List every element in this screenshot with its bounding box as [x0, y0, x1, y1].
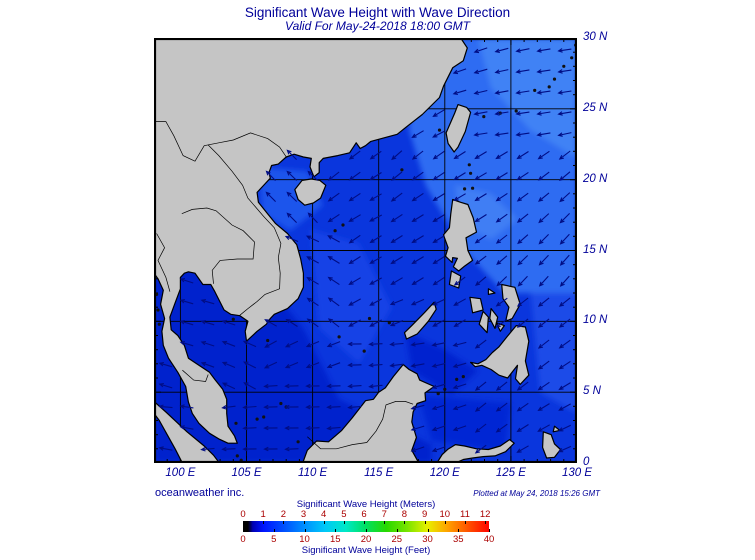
- feet-scale-value: 0: [240, 534, 246, 545]
- feet-scale-value: 5: [271, 534, 277, 545]
- legend-colorbar: [243, 521, 490, 532]
- legend-feet-scale: 0 5 10 15 20 25 30 35 40: [240, 534, 495, 545]
- colorbar-tick: [364, 521, 366, 524]
- y-axis-label: 20 N: [583, 172, 608, 185]
- meters-scale-value: 7: [381, 509, 387, 520]
- meters-scale-value: 11: [460, 509, 470, 520]
- colorbar-tick: [458, 528, 460, 532]
- colorbar-tick: [427, 528, 429, 532]
- meters-scale-value: 6: [361, 509, 367, 520]
- colorbar-tick: [323, 521, 325, 524]
- legend-title-meters: Significant Wave Height (Meters): [296, 499, 436, 510]
- x-axis-label: 130 E: [561, 467, 593, 479]
- land-borneo: [302, 363, 435, 463]
- feet-scale-value: 10: [299, 534, 310, 545]
- wave-patch-celebes-low: [418, 395, 511, 452]
- wave-patch-pacific-ne-ridge: [477, 38, 577, 159]
- border-borneo-border: [307, 401, 414, 450]
- x-axis-label: 110 E: [298, 467, 328, 479]
- colorbar-tick: [444, 521, 446, 524]
- land-cebu: [489, 308, 499, 329]
- colorbar-tick: [366, 528, 367, 532]
- meters-scale-value: 0: [240, 509, 246, 520]
- land-palawan: [403, 301, 437, 340]
- border-china-sea-border: [154, 121, 288, 162]
- colorbar-tick: [335, 528, 337, 532]
- feet-scale-value: 15: [329, 534, 341, 545]
- colorbar-tick: [243, 528, 244, 532]
- feet-scale-value: 25: [391, 534, 403, 545]
- land-asia-mainland: [154, 38, 468, 444]
- land-mindanao: [470, 325, 530, 385]
- meters-scale-value: 2: [280, 509, 286, 520]
- land-sumatra: [154, 400, 220, 463]
- colorbar-tick: [283, 521, 285, 524]
- border-thailand-myanmar-border: [156, 233, 171, 292]
- x-axis-label: 125 E: [495, 467, 526, 479]
- border-vietnam-west-border: [207, 144, 282, 316]
- feet-scale-value: 40: [483, 534, 495, 545]
- meters-scale-value: 1: [260, 509, 266, 520]
- plotted-timestamp: Plotted at May 24, 2018 15:26 GMT: [473, 489, 600, 498]
- x-axis-label: 115 E: [364, 467, 394, 479]
- x-axis-label: 100 E: [165, 467, 196, 479]
- colorbar-tick: [485, 521, 487, 524]
- x-axis-label: 120 E: [429, 467, 460, 479]
- country-borders: [154, 121, 414, 450]
- page-title: Significant Wave Height with Wave Direct…: [244, 5, 511, 20]
- colorbar-tick: [263, 521, 265, 524]
- land-taiwan: [445, 104, 472, 153]
- map-frame: [154, 38, 577, 463]
- feet-scale-value: 35: [452, 534, 464, 545]
- y-axis-label: 10 N: [583, 314, 608, 327]
- border-thailand-laos-border: [181, 207, 255, 284]
- colorbar-tick: [384, 521, 386, 524]
- map-canvas: [154, 38, 577, 463]
- land-masses: [154, 38, 562, 463]
- land-morotai: [552, 425, 561, 433]
- small-islands: [155, 43, 577, 462]
- meters-scale-value: 10: [439, 509, 451, 520]
- wave-patch-central-scs-band: [310, 229, 392, 364]
- land-halmahera: [542, 431, 562, 459]
- y-axis-label: 5 N: [583, 385, 601, 398]
- colorbar-tick: [303, 521, 305, 524]
- colorbar-tick: [489, 528, 490, 532]
- legend-title-feet: Significant Wave Height (Feet): [301, 545, 431, 556]
- colorbar-tick: [404, 521, 406, 524]
- colorbar-tick: [343, 521, 345, 524]
- colorbar-tick: [464, 521, 466, 524]
- land-sulawesi: [436, 439, 515, 463]
- wave-patch-sulu-low: [405, 331, 478, 395]
- y-axis-label: 15 N: [583, 243, 608, 256]
- colorbar-tick: [424, 521, 426, 524]
- valid-time-subtitle: Valid For May-24-2018 18:00 GMT: [285, 19, 470, 33]
- legend-meters-scale: 0 1 2 3 4 5 6 7 8 9 10 11 12: [240, 509, 493, 520]
- land-panay: [469, 296, 484, 314]
- land-hainan: [294, 178, 327, 206]
- x-axis-label: 105 E: [231, 467, 262, 479]
- land-luzon: [442, 198, 478, 272]
- meters-scale-value: 4: [321, 509, 327, 520]
- meters-scale-value: 8: [401, 509, 408, 520]
- colorbar-tick: [396, 528, 398, 532]
- feet-scale-value: 20: [360, 534, 372, 545]
- border-malaysia-thailand-border: [182, 369, 209, 382]
- meters-scale-value: 12: [479, 509, 491, 520]
- y-axis-label: 0: [583, 456, 590, 468]
- feet-scale-value: 30: [422, 534, 433, 545]
- land-masbate: [487, 288, 496, 295]
- colorbar-tick: [273, 528, 275, 532]
- y-axis-label: 25 N: [583, 101, 608, 114]
- credit-text: oceanweather inc.: [155, 487, 245, 499]
- meters-scale-value: 3: [300, 509, 307, 520]
- y-axis-label: 30 N: [583, 31, 608, 43]
- land-negros: [478, 310, 489, 334]
- wave-direction-arrows: [158, 47, 572, 454]
- meters-scale-value: 9: [421, 509, 428, 520]
- colorbar-tick: [243, 521, 244, 524]
- meters-scale-value: 5: [341, 509, 347, 520]
- colorbar-tick: [304, 528, 306, 532]
